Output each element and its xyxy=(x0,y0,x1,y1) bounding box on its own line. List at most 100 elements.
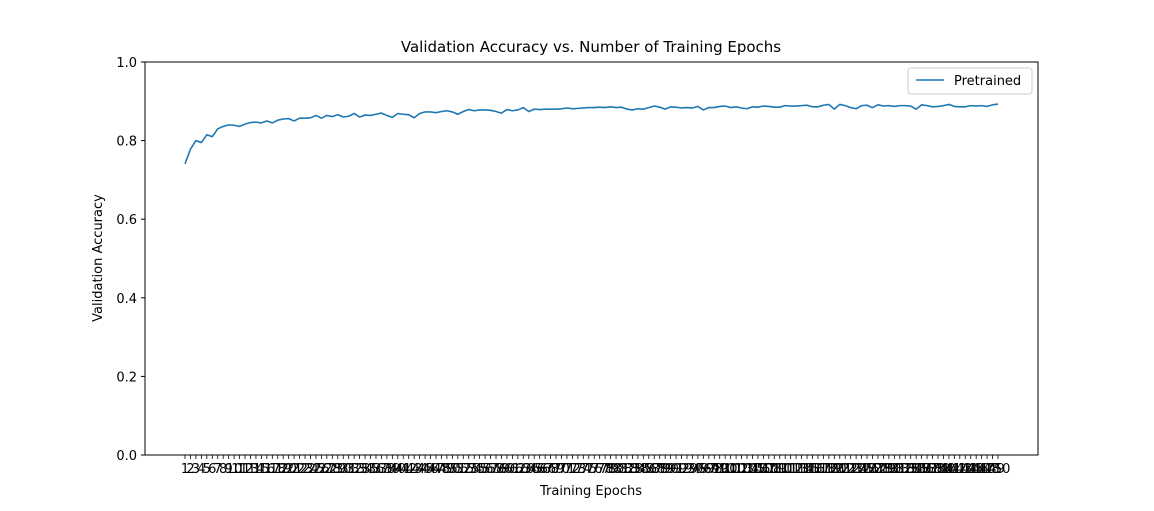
x-axis-ticks: 1234567891011121314151617181920212223242… xyxy=(181,455,1010,477)
x-tick-label: 95 xyxy=(690,462,707,477)
x-tick-label: 136 xyxy=(909,462,934,477)
x-tick-label: 70 xyxy=(553,462,570,477)
x-tick-label: 140 xyxy=(931,462,956,477)
x-tick-label: 81 xyxy=(613,462,630,477)
x-tick-label: 29 xyxy=(330,462,347,477)
x-tick-label: 126 xyxy=(855,462,880,477)
x-tick-label: 116 xyxy=(800,462,825,477)
x-tick-label: 76 xyxy=(586,462,603,477)
x-tick-label: 22 xyxy=(291,462,308,477)
x-tick-label: 37 xyxy=(373,462,390,477)
x-tick-label: 73 xyxy=(570,462,587,477)
x-tick-label: 46 xyxy=(422,462,439,477)
x-tick-label: 121 xyxy=(827,462,852,477)
x-tick-label: 135 xyxy=(904,462,929,477)
x-tick-label: 48 xyxy=(433,462,450,477)
x-tick-label: 80 xyxy=(608,462,625,477)
x-tick-label: 10 xyxy=(226,462,243,477)
x-tick-label: 59 xyxy=(493,462,510,477)
x-tick-label: 91 xyxy=(668,462,685,477)
plot-frame xyxy=(144,61,1039,456)
x-tick-label: 102 xyxy=(724,462,749,477)
x-tick-label: 71 xyxy=(559,462,576,477)
x-tick-label: 66 xyxy=(531,462,548,477)
x-tick-label: 148 xyxy=(975,462,1000,477)
x-tick-label: 30 xyxy=(335,462,352,477)
series-line-0 xyxy=(184,103,999,165)
legend-box xyxy=(907,67,1033,95)
x-tick-label: 25 xyxy=(308,462,325,477)
x-tick-label: 132 xyxy=(887,462,912,477)
x-tick-label: 97 xyxy=(701,462,718,477)
legend: Pretrained xyxy=(907,67,1033,95)
x-tick-label: 47 xyxy=(428,462,445,477)
x-tick-label: 118 xyxy=(811,462,836,477)
x-tick-label: 78 xyxy=(597,462,614,477)
x-tick-label: 143 xyxy=(947,462,972,477)
x-tick-label: 3 xyxy=(192,462,200,477)
x-tick-label: 41 xyxy=(395,462,412,477)
x-tick-label: 119 xyxy=(816,462,841,477)
x-tick-label: 67 xyxy=(537,462,554,477)
x-tick-label: 115 xyxy=(795,462,820,477)
x-tick-label: 65 xyxy=(526,462,543,477)
x-tick-label: 89 xyxy=(657,462,674,477)
x-tick-label: 109 xyxy=(762,462,787,477)
y-axis-ticks: 0.0 0.2 0.4 0.6 0.8 1.0 xyxy=(116,56,145,464)
x-tick-label: 87 xyxy=(646,462,663,477)
x-tick-label: 18 xyxy=(269,462,286,477)
x-tick-label: 5 xyxy=(203,462,211,477)
x-tick-label: 40 xyxy=(390,462,407,477)
x-tick-label: 114 xyxy=(789,462,814,477)
x-tick-label: 17 xyxy=(264,462,281,477)
x-tick-label: 4 xyxy=(197,462,205,477)
x-tick-label: 94 xyxy=(684,462,701,477)
x-tick-label: 38 xyxy=(379,462,396,477)
x-tick-label: 49 xyxy=(439,462,456,477)
x-tick-label: 103 xyxy=(729,462,754,477)
x-tick-label: 84 xyxy=(630,462,647,477)
x-tick-label: 16 xyxy=(259,462,276,477)
x-tick-label: 9 xyxy=(225,462,233,477)
x-tick-label: 123 xyxy=(838,462,863,477)
x-tick-label: 79 xyxy=(602,462,619,477)
x-tick-label: 12 xyxy=(237,462,254,477)
x-tick-label: 107 xyxy=(751,462,776,477)
x-tick-label: 88 xyxy=(651,462,668,477)
x-tick-label: 141 xyxy=(936,462,961,477)
y-axis-label: Validation Accuracy xyxy=(91,194,106,322)
x-tick-label: 147 xyxy=(969,462,994,477)
y-tick-label: 0.6 xyxy=(116,213,137,228)
y-tick-label: 0.2 xyxy=(116,370,137,385)
x-tick-label: 117 xyxy=(806,462,831,477)
x-tick-label: 101 xyxy=(718,462,743,477)
x-tick-label: 110 xyxy=(767,462,792,477)
x-tick-label: 55 xyxy=(471,462,488,477)
x-tick-label: 106 xyxy=(746,462,771,477)
x-tick-label: 24 xyxy=(302,462,319,477)
x-tick-label: 130 xyxy=(876,462,901,477)
x-tick-label: 98 xyxy=(706,462,723,477)
x-tick-label: 82 xyxy=(619,462,636,477)
x-tick-label: 90 xyxy=(662,462,679,477)
x-tick-label: 15 xyxy=(253,462,270,477)
x-tick-label: 19 xyxy=(275,462,292,477)
x-tick-label: 105 xyxy=(740,462,765,477)
x-tick-label: 8 xyxy=(219,462,227,477)
y-tick-label: 0.0 xyxy=(116,449,137,464)
x-tick-label: 50 xyxy=(444,462,461,477)
x-tick-label: 72 xyxy=(564,462,581,477)
x-tick-label: 137 xyxy=(915,462,940,477)
x-tick-label: 144 xyxy=(953,462,978,477)
x-tick-label: 51 xyxy=(450,462,467,477)
x-tick-label: 131 xyxy=(882,462,907,477)
x-tick-label: 64 xyxy=(520,462,537,477)
x-tick-label: 86 xyxy=(641,462,658,477)
x-tick-label: 32 xyxy=(346,462,363,477)
x-tick-label: 14 xyxy=(248,462,265,477)
y-tick-label: 1.0 xyxy=(116,56,137,71)
x-tick-label: 104 xyxy=(735,462,760,477)
x-tick-label: 100 xyxy=(713,462,738,477)
x-tick-label: 92 xyxy=(673,462,690,477)
x-tick-label: 6 xyxy=(208,462,216,477)
